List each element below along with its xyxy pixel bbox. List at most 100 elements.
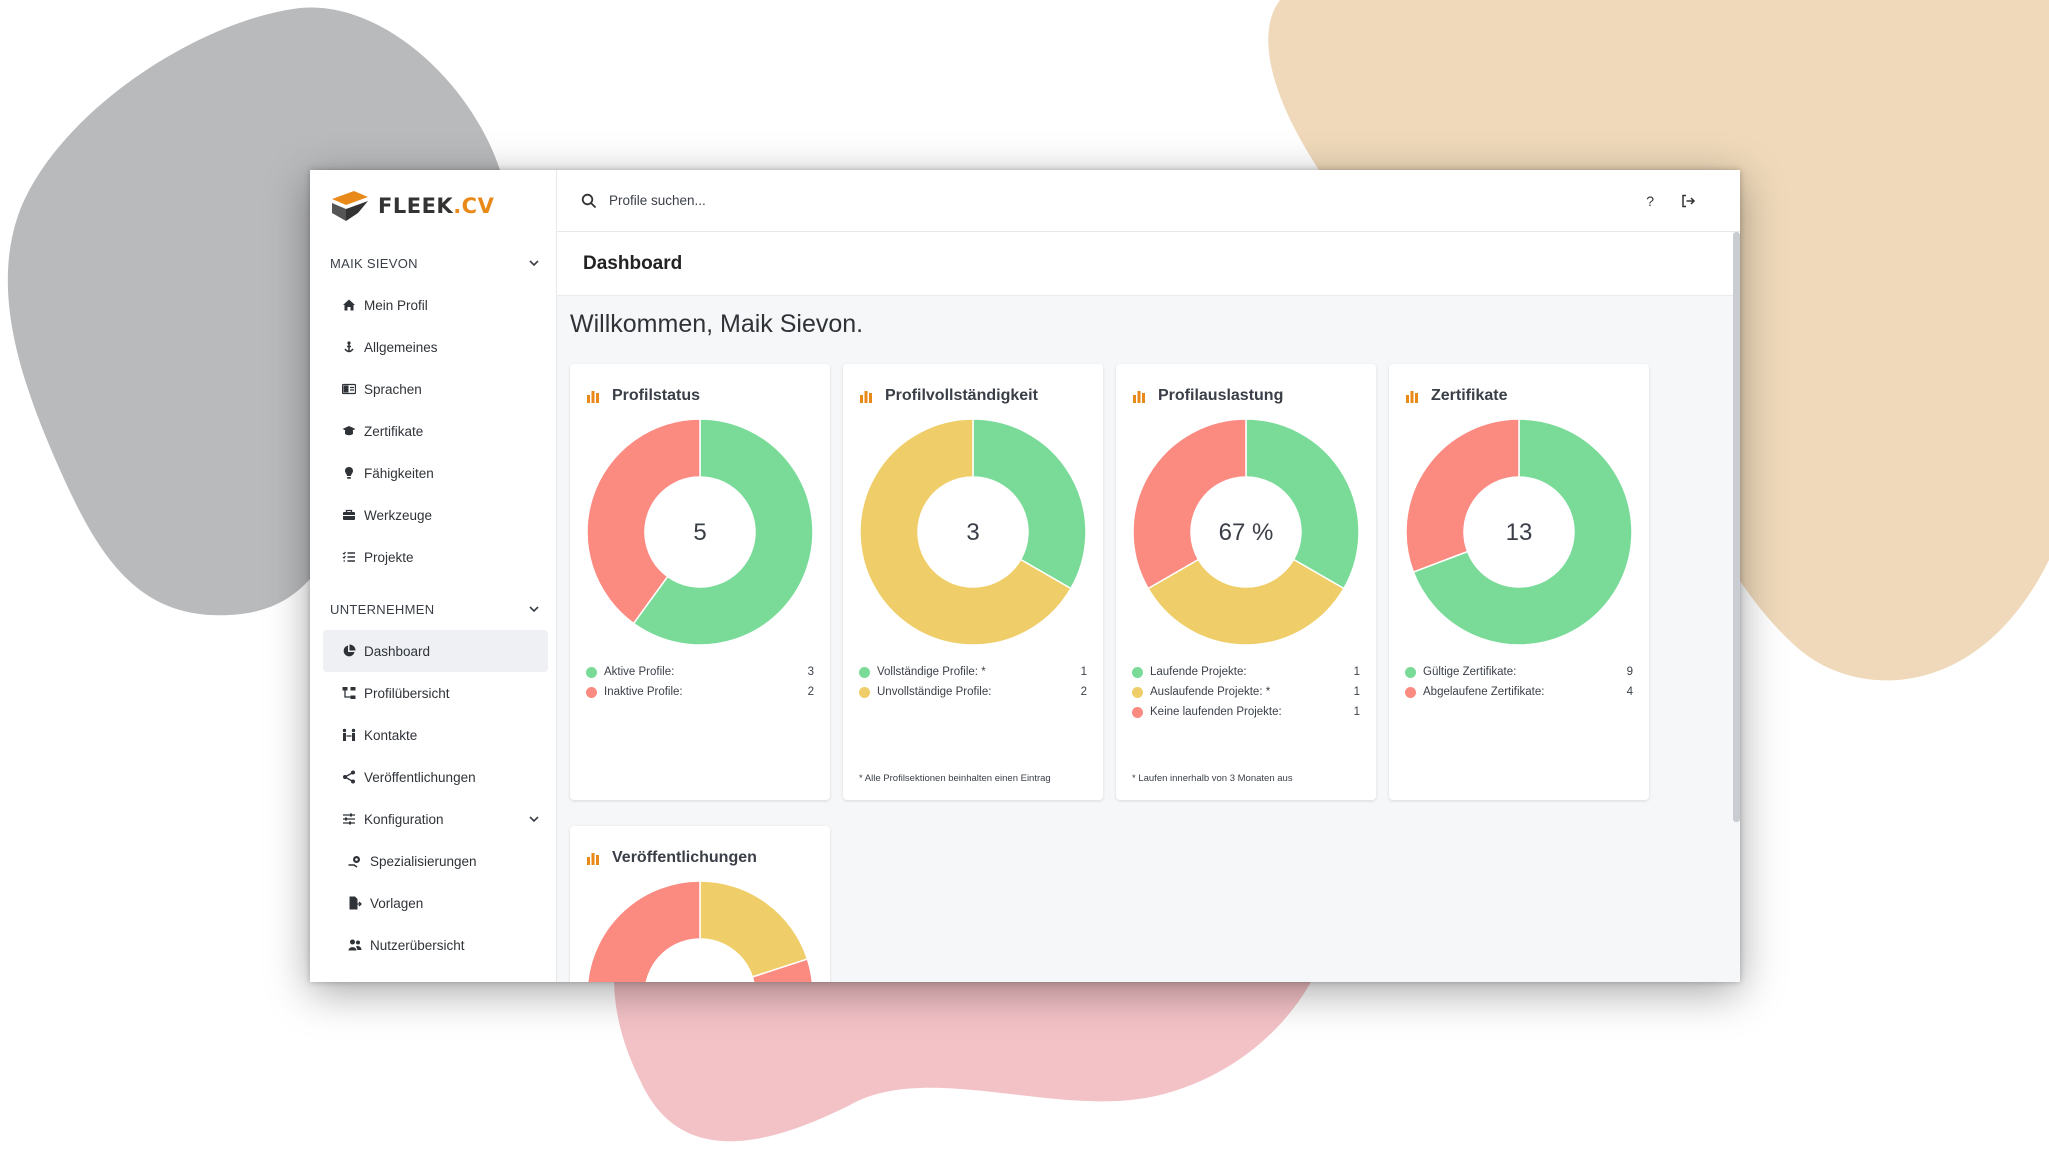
donut-slice[interactable] — [699, 880, 809, 978]
legend-label: Keine laufenden Projekte: — [1150, 706, 1282, 718]
logo[interactable]: FLEEK.CV — [310, 170, 556, 242]
section-user-label: MAIK SIEVON — [330, 255, 418, 271]
sidebar-item-faehigkeiten[interactable]: Fähigkeiten — [323, 452, 548, 494]
card-title: Zertifikate — [1405, 382, 1633, 410]
donut-slice[interactable] — [972, 418, 1087, 590]
logo-mark-icon — [332, 191, 368, 221]
donut-slice[interactable] — [586, 880, 807, 982]
donut-slice[interactable] — [1245, 418, 1360, 590]
gear-hand-icon — [348, 854, 362, 868]
card-title-text: Profilstatus — [612, 387, 701, 404]
legend-label: Laufende Projekte: — [1150, 666, 1247, 678]
donut-slice[interactable] — [1405, 418, 1520, 574]
graduation-cap-icon — [342, 424, 356, 438]
sidebar-item-label: Allgemeines — [364, 339, 438, 355]
logout-icon[interactable] — [1680, 193, 1696, 209]
card-title-text: Zertifikate — [1431, 387, 1508, 404]
sidebar-item-label: Fähigkeiten — [364, 465, 434, 481]
card-title: Profilstatus — [586, 382, 814, 410]
legend: Laufende Projekte: 1 Auslaufende Projekt… — [1132, 662, 1360, 722]
sidebar-item-zertifikate[interactable]: Zertifikate — [323, 410, 548, 452]
sidebar-item-veroeffentlichungen[interactable]: Veröffentlichungen — [323, 756, 548, 798]
legend-dot — [859, 686, 870, 698]
sidebar-item-label: Dashboard — [364, 643, 431, 659]
sidebar-item-kontakte[interactable]: Kontakte — [323, 714, 548, 756]
legend-label: Aktive Profile: — [604, 666, 675, 678]
sidebar-item-label: Zertifikate — [364, 423, 424, 439]
legend-row: Auslaufende Projekte: * 1 — [1132, 682, 1360, 702]
donut-slice[interactable] — [632, 418, 814, 646]
legend-dot — [586, 686, 597, 698]
donut-slice[interactable] — [751, 958, 814, 982]
sidebar-item-sprachen[interactable]: Sprachen — [323, 368, 548, 410]
sidebar-item-nutzeruebersicht[interactable]: Nutzerübersicht — [323, 924, 548, 966]
sidebar-item-label: Sprachen — [364, 381, 422, 397]
section-company-toggle[interactable]: UNTERNEHMEN — [310, 588, 556, 630]
sitemap-icon — [342, 686, 356, 700]
legend-row: Inaktive Profile: 2 — [586, 682, 814, 702]
legend-row: Abgelaufene Zertifikate: 4 — [1405, 682, 1633, 702]
donut-chart — [586, 880, 814, 982]
lightbulb-icon — [342, 466, 356, 480]
card-title-text: Veröffentlichungen — [612, 849, 757, 866]
page-title: Dashboard — [557, 232, 1740, 296]
legend-value: 4 — [1626, 686, 1633, 698]
legend-value: 1 — [1353, 666, 1360, 678]
donut-slice[interactable] — [1147, 558, 1345, 646]
card-title: Veröffentlichungen — [586, 844, 814, 872]
card-profilvollstaendigkeit: Profilvollständigkeit 3 Vollständige Pro… — [843, 364, 1103, 800]
card-profilstatus: Profilstatus 5 Aktive Profile: 3 Inaktiv… — [570, 364, 830, 800]
top-actions: ? — [1646, 193, 1696, 209]
sidebar-item-konfiguration[interactable]: Konfiguration — [323, 798, 548, 840]
share-icon — [342, 770, 356, 784]
logo-text: FLEEK.CV — [378, 194, 495, 218]
legend-dot — [586, 666, 597, 678]
search-input[interactable] — [609, 193, 1109, 208]
card-title: Profilvollständigkeit — [859, 382, 1087, 410]
donut-slice[interactable] — [586, 418, 701, 625]
legend-value: 2 — [807, 686, 814, 698]
bar-chart-icon — [1133, 391, 1145, 403]
legend-row: Gültige Zertifikate: 9 — [1405, 662, 1633, 682]
legend-row: Vollständige Profile: * 1 — [859, 662, 1087, 682]
donut-slice[interactable] — [1412, 418, 1633, 646]
donut-slice[interactable] — [859, 418, 1072, 646]
sliders-icon — [342, 812, 356, 826]
card-zertifikate: Zertifikate 13 Gültige Zertifikate: 9 Ab… — [1389, 364, 1649, 800]
card-title-text: Profilvollständigkeit — [885, 387, 1038, 404]
legend-value: 2 — [1080, 686, 1087, 698]
sidebar-item-label: Vorlagen — [370, 895, 424, 911]
donut-chart: 13 — [1405, 418, 1633, 646]
card-title-text: Profilauslastung — [1158, 387, 1284, 404]
sidebar-item-vorlagen[interactable]: Vorlagen — [323, 882, 548, 924]
sidebar-item-label: Spezialisierungen — [370, 853, 477, 869]
donut-slice[interactable] — [1132, 418, 1247, 590]
bar-chart-icon — [587, 853, 599, 865]
legend: Vollständige Profile: * 1 Unvollständige… — [859, 662, 1087, 702]
card-profilauslastung: Profilauslastung 67 % Laufende Projekte:… — [1116, 364, 1376, 800]
section-user-toggle[interactable]: MAIK SIEVON — [310, 242, 556, 284]
sidebar-item-allgemeines[interactable]: Allgemeines — [323, 326, 548, 368]
chevron-down-icon — [529, 260, 539, 267]
sidebar-item-spezialisierungen[interactable]: Spezialisierungen — [323, 840, 548, 882]
card-grid: Profilstatus 5 Aktive Profile: 3 Inaktiv… — [570, 364, 1727, 982]
chevron-down-icon — [529, 816, 539, 823]
sidebar-item-dashboard[interactable]: Dashboard — [323, 630, 548, 672]
donut-chart: 3 — [859, 418, 1087, 646]
app-window: FLEEK.CV MAIK SIEVON Mein Profil Allgeme… — [310, 170, 1740, 982]
sidebar-item-werkzeuge[interactable]: Werkzeuge — [323, 494, 548, 536]
sidebar-item-projekte[interactable]: Projekte — [323, 536, 548, 578]
sidebar-item-mein-profil[interactable]: Mein Profil — [323, 284, 548, 326]
legend-dot — [1132, 666, 1143, 678]
gray-blob — [7, 7, 503, 616]
legend-value: 3 — [807, 666, 814, 678]
scrollbar[interactable] — [1733, 232, 1740, 822]
legend-label: Unvollständige Profile: — [877, 686, 992, 698]
dashboard-content: Willkommen, Maik Sievon. Profilstatus 5 … — [557, 296, 1740, 982]
legend-value: 9 — [1626, 666, 1633, 678]
donut-chart: 67 % — [1132, 418, 1360, 646]
topbar: ? — [557, 170, 1740, 232]
footnote: * Alle Profilsektionen beinhalten einen … — [859, 773, 1051, 784]
sidebar-item-profiluebersicht[interactable]: Profilübersicht — [323, 672, 548, 714]
help-button[interactable]: ? — [1646, 192, 1654, 209]
